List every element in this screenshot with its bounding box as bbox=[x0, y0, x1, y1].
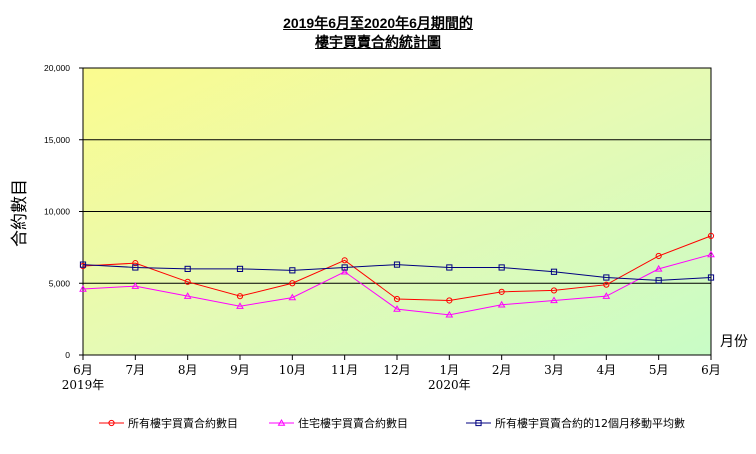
data-point-triangle bbox=[550, 296, 558, 304]
series-3 bbox=[79, 261, 715, 284]
chart-title-line-2: 樓宇買賣合約統計圖 bbox=[315, 34, 441, 50]
data-point-circle bbox=[655, 252, 662, 260]
x-year-label: 2020年 bbox=[428, 378, 471, 392]
data-point-square bbox=[446, 264, 453, 271]
chart-title-line-1: 2019年6月至2020年6月期間的 bbox=[283, 15, 473, 31]
x-tick-label: 10月 bbox=[279, 363, 306, 377]
y-tick-label: 10,000 bbox=[44, 207, 70, 217]
data-point-circle bbox=[446, 297, 453, 304]
y-tick-label: 20,000 bbox=[44, 63, 70, 73]
data-point-triangle bbox=[288, 293, 297, 301]
data-point-circle bbox=[603, 281, 610, 288]
x-year-label: 2019年 bbox=[62, 378, 105, 392]
data-point-circle bbox=[132, 260, 139, 267]
x-tick-label: 5月 bbox=[649, 363, 669, 377]
data-point-square bbox=[184, 265, 191, 272]
data-point-triangle bbox=[654, 264, 663, 272]
data-point-triangle bbox=[707, 250, 715, 258]
data-point-triangle bbox=[131, 282, 140, 289]
data-point-triangle bbox=[183, 292, 192, 299]
data-point-triangle bbox=[393, 305, 401, 312]
x-tick-label: 9月 bbox=[230, 363, 250, 377]
y-axis-title: 合約數目 bbox=[10, 179, 30, 247]
x-tick-label: 2月 bbox=[492, 363, 512, 377]
legend-item-1: 所有樓宇買賣合約數目 bbox=[99, 416, 238, 430]
data-point-triangle bbox=[497, 300, 506, 308]
series-line bbox=[82, 235, 712, 301]
x-axis-title: 月份 bbox=[720, 334, 748, 350]
data-point-triangle bbox=[340, 267, 349, 275]
legend-item-2: 住宅樓宇買賣合約數目 bbox=[269, 416, 408, 430]
data-point-circle bbox=[184, 278, 191, 285]
data-point-triangle bbox=[79, 284, 87, 292]
series-line bbox=[82, 254, 712, 316]
data-point-square bbox=[79, 261, 87, 268]
legend-item-3: 所有樓宇買賣合約的12個月移動平均數 bbox=[466, 416, 685, 430]
data-point-triangle bbox=[602, 292, 611, 299]
data-point-square bbox=[393, 261, 401, 268]
legend-label: 住宅樓宇買賣合約數目 bbox=[298, 416, 408, 430]
legend-label: 所有樓宇買賣合約數目 bbox=[128, 416, 238, 430]
x-tick-label: 3月 bbox=[544, 363, 564, 377]
x-tick-label: 1月 bbox=[440, 363, 460, 377]
data-point-square bbox=[236, 265, 244, 272]
y-tick-label: 15,000 bbox=[44, 135, 70, 145]
data-point-square bbox=[655, 277, 662, 284]
x-tick-label: 8月 bbox=[178, 363, 198, 377]
x-tick-label: 7月 bbox=[126, 363, 146, 377]
data-point-square bbox=[498, 264, 505, 271]
data-point-triangle bbox=[236, 302, 244, 309]
series-line bbox=[82, 264, 712, 281]
data-point-circle bbox=[498, 288, 505, 295]
x-tick-label: 11月 bbox=[331, 363, 358, 377]
x-tick-label: 6月 bbox=[701, 363, 721, 377]
data-point-circle bbox=[707, 232, 715, 239]
data-point-square bbox=[707, 274, 715, 281]
data-point-square bbox=[132, 264, 139, 271]
series-1 bbox=[79, 232, 715, 304]
series-2 bbox=[79, 250, 715, 318]
data-point-circle bbox=[341, 257, 348, 264]
data-point-square bbox=[341, 264, 348, 271]
data-point-square bbox=[603, 274, 610, 281]
data-point-square bbox=[550, 268, 558, 275]
data-point-circle bbox=[550, 287, 558, 294]
x-tick-label: 4月 bbox=[597, 363, 617, 377]
legend-label: 所有樓宇買賣合約的12個月移動平均數 bbox=[495, 416, 685, 430]
data-point-circle bbox=[393, 295, 401, 303]
data-point-circle bbox=[236, 293, 244, 300]
data-point-circle bbox=[289, 280, 296, 287]
data-point-triangle bbox=[445, 310, 454, 318]
x-tick-label: 6月 bbox=[73, 363, 93, 377]
x-tick-label: 12月 bbox=[383, 363, 410, 377]
data-point-square bbox=[475, 419, 482, 427]
y-tick-label: 5,000 bbox=[49, 278, 71, 288]
y-tick-label: 0 bbox=[65, 350, 70, 360]
data-point-square bbox=[289, 267, 296, 274]
data-point-circle bbox=[108, 419, 115, 427]
data-point-triangle bbox=[277, 418, 286, 426]
